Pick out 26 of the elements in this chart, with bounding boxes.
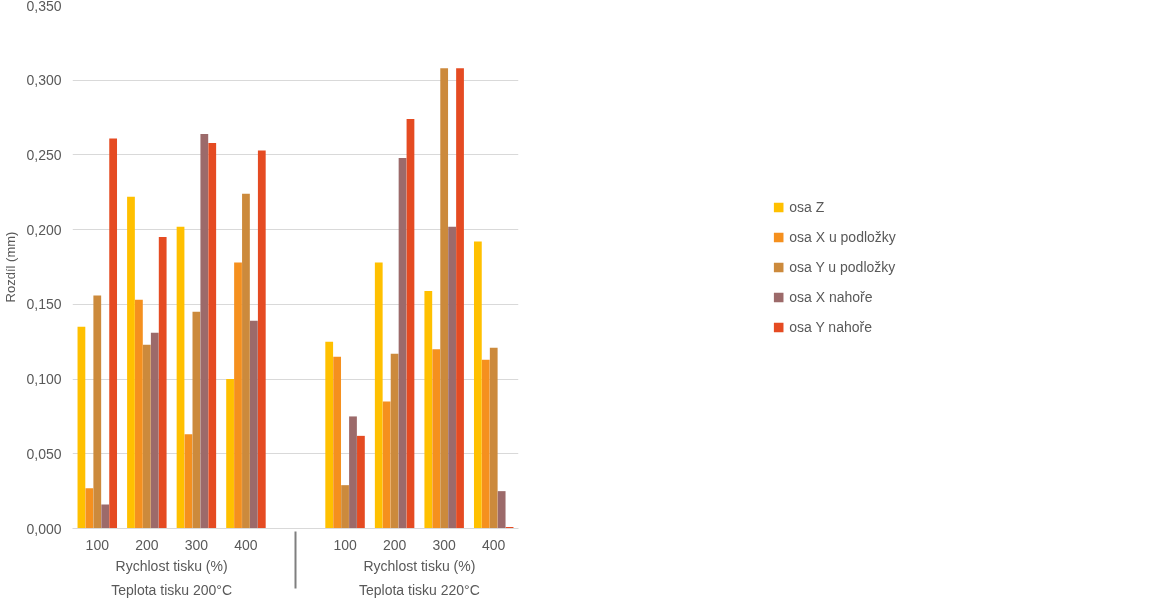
x-tick-label: 300 [432,536,457,553]
y-tick-label: 0,050 [26,445,62,462]
y-tick-label: 0,000 [26,520,62,537]
y-tick-label: 0,100 [26,371,62,388]
x-tick-label: 100 [333,536,357,553]
text: Rychlost tisku (%) [363,557,476,574]
x-tick-label: 300 [184,536,209,553]
text: Teplota tisku 220°C [359,581,480,598]
legend-label: osa Y u podložky [789,258,896,275]
y-tick-label: 0,350 [26,0,62,14]
x-tick-label: 400 [234,536,258,553]
legend-label: osa Z [789,198,825,215]
y-tick-label: 0,200 [26,221,62,238]
y-tick-label: 0,150 [26,296,62,313]
y-tick-label: 0,300 [26,72,62,89]
y-axis-title: Rozdíl (mm) [3,231,19,303]
x-tick-label: 400 [482,536,506,553]
legend-label: osa X u podložky [789,228,896,245]
y-tick-label: 0,250 [26,146,62,163]
x-tick-label: 100 [85,536,110,553]
legend-label: osa Y nahoře [789,318,872,335]
x-tick-label: 200 [382,536,407,553]
x-tick-label: 200 [135,536,159,553]
legend-label: osa X nahoře [789,288,873,305]
text: Rychlost tisku (%) [115,557,228,574]
text: Teplota tisku 200°C [111,581,232,598]
